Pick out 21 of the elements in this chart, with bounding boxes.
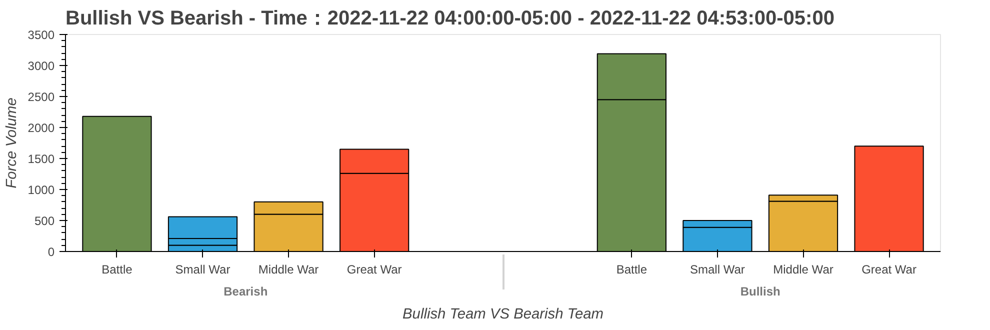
y-tick-label: 2500 (28, 90, 55, 104)
x-tick-label: Battle (102, 262, 133, 276)
y-tick-label: 1500 (28, 152, 55, 166)
y-tick-label: 1000 (28, 183, 55, 197)
y-tick-label: 3000 (28, 59, 55, 73)
y-axis-title: Force Volume (4, 98, 20, 188)
text: Bearish (224, 284, 268, 298)
y-tick-label: 3500 (28, 28, 55, 42)
x-tick-label: Small War (175, 262, 230, 276)
x-axis-title: Bullish Team VS Bearish Team (402, 306, 604, 322)
x-tick-label: Great War (346, 262, 402, 276)
y-tick-label: 2000 (28, 121, 55, 135)
x-tick-label: Battle (616, 262, 648, 276)
y-tick-label: 0 (48, 245, 55, 259)
x-tick-label: Middle War (258, 262, 319, 276)
chart-title: Bullish VS Bearish - Time：2022-11-22 04:00:00-05:00 - 2022-11-22 04:53:00-05:00 (66, 8, 834, 30)
x-tick-label: Great War (862, 262, 916, 276)
x-tick-label: Small War (690, 262, 745, 276)
x-tick-label: Middle War (773, 262, 834, 276)
y-tick-label: 500 (34, 214, 55, 228)
text: Bullish (740, 284, 780, 298)
